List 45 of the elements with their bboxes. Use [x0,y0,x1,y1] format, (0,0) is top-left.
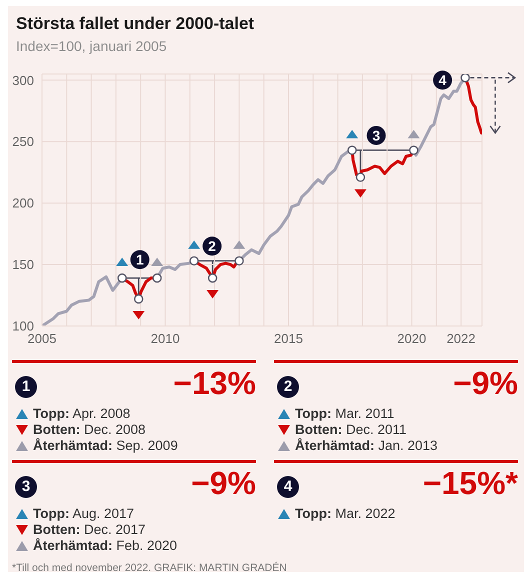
text: Topp: Mar. 2011 [295,406,394,421]
category-label: 1 [15,376,37,398]
annotation: 1 [136,252,144,268]
text: −13% [173,365,256,401]
x-tick-label: 2022 [446,331,476,346]
point [460,74,470,82]
point [347,146,357,155]
text: Botten: Dec. 2008 [33,422,146,437]
point [234,256,244,266]
point [134,294,144,304]
point [409,146,418,155]
text: Botten: Dec. 2017 [33,522,146,537]
y-tick-label: 100 [12,318,34,334]
x-tick-label: 2010 [150,331,180,346]
text: Topp: Apr. 2008 [33,406,130,421]
point [356,172,366,182]
text: −9% [191,465,256,501]
x-tick-label: 2005 [28,331,56,346]
chart-title: Största fallet under 2000-talet [15,13,256,34]
text: *Till och med november 2022. GRAFIK: MARTIN GRADÉN [12,562,288,574]
category-label: 4 [277,476,299,498]
text: Återhämtad: Feb. 2020 [33,538,178,553]
annotation: 2 [208,238,216,254]
category-label: 2 [277,376,299,398]
y-tick-label: 250 [12,134,34,150]
text: Topp: Aug. 2017 [33,506,134,521]
text: Återhämtad: Jan. 2013 [295,438,438,453]
category-label: 3 [15,476,37,498]
y-tick-label: 200 [12,196,34,211]
text: Botten: Dec. 2011 [295,422,407,437]
text: Topp: Mar. 2022 [295,506,396,521]
y-tick-label: 150 [12,257,34,272]
text: −15%* [422,465,518,501]
x-tick-label: 2020 [397,331,426,346]
point [189,256,199,266]
point [208,273,218,283]
chart-subtitle: Index=100, januari 2005 [15,37,168,54]
y-tick-label: 300 [12,72,34,88]
annotation: 4 [438,72,447,88]
point [152,273,162,283]
point [117,273,127,283]
annotation: 3 [372,127,380,144]
text: Återhämtad: Sep. 2009 [33,438,178,453]
x-tick-label: 2015 [274,331,303,346]
text: −9% [453,365,518,401]
